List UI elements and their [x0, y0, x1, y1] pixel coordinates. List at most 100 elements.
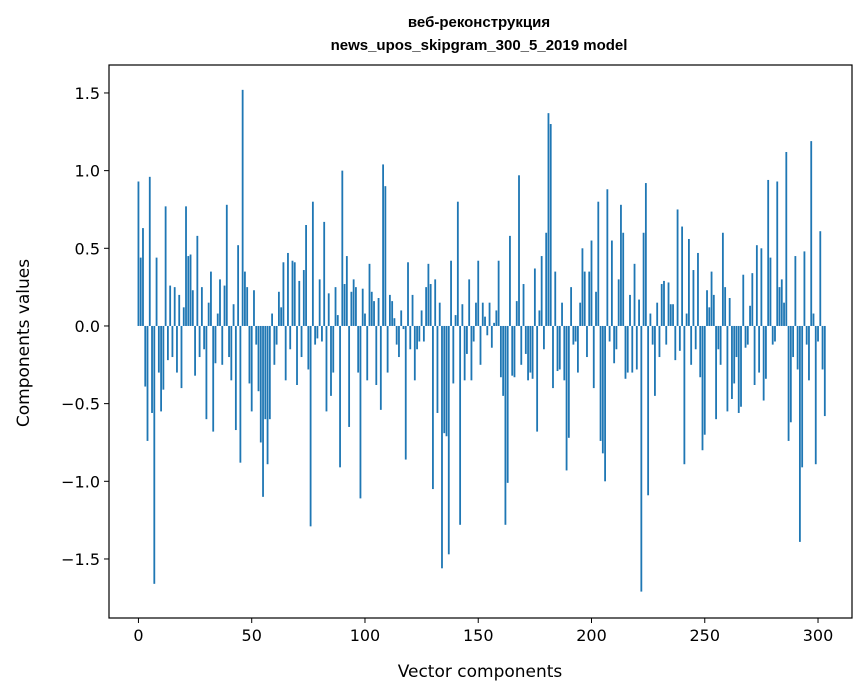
bar [280, 307, 283, 326]
bar [746, 325, 749, 345]
bar [307, 325, 310, 370]
bar [334, 287, 337, 326]
bar [676, 209, 679, 326]
bar [610, 240, 613, 326]
bar [701, 325, 704, 451]
bar [755, 245, 758, 326]
bar [780, 279, 783, 326]
bar [395, 325, 398, 345]
bar [214, 325, 217, 364]
bar [166, 325, 169, 361]
bar [599, 325, 602, 441]
bar [418, 325, 421, 342]
bar [232, 304, 235, 326]
bar [606, 189, 609, 326]
bar [565, 325, 568, 471]
bar [318, 279, 321, 326]
bar [706, 290, 708, 326]
bar [798, 325, 801, 542]
bar [456, 201, 459, 326]
bar [583, 271, 586, 326]
bar [803, 251, 806, 326]
bar [180, 325, 183, 389]
bar [205, 325, 208, 420]
bar [404, 325, 407, 460]
bar [339, 325, 341, 468]
bar [805, 325, 808, 345]
bar [545, 232, 548, 326]
bar [685, 313, 688, 326]
bar [142, 228, 144, 326]
bar [506, 325, 509, 483]
bar [644, 183, 647, 326]
bar [248, 325, 251, 384]
bar [185, 206, 187, 326]
bar [753, 325, 756, 385]
bar [309, 325, 312, 527]
bar [620, 204, 622, 326]
bar [586, 325, 588, 358]
bar [466, 325, 468, 354]
bar [710, 271, 713, 326]
bar [284, 325, 287, 381]
bar [345, 256, 348, 326]
bar [361, 288, 364, 326]
bar [250, 325, 253, 412]
bar [316, 325, 319, 339]
bar [298, 280, 301, 326]
bar [522, 284, 525, 326]
x-tick-label: 50 [242, 626, 262, 645]
bar [262, 325, 264, 497]
bar [499, 325, 502, 378]
bar [239, 325, 242, 463]
bar [452, 325, 455, 384]
bar [608, 325, 611, 342]
bar [518, 175, 520, 326]
bar [264, 325, 267, 420]
bar [139, 257, 142, 326]
bar [796, 325, 799, 370]
bar [332, 325, 335, 373]
bar [785, 151, 788, 326]
bar [626, 325, 629, 373]
bar [341, 170, 344, 326]
bar [182, 307, 185, 326]
bar [821, 325, 824, 370]
bar [443, 325, 446, 434]
y-axis: 1.5 1.0 0.5 0.0 −0.5 −1.0 −1.5 [61, 84, 109, 569]
bar [742, 274, 745, 326]
bar [570, 287, 573, 326]
bar [234, 325, 237, 431]
bar [479, 325, 482, 365]
bar [801, 325, 804, 468]
bar [486, 325, 489, 336]
bar [434, 279, 437, 326]
bar [481, 302, 484, 326]
bar [651, 325, 654, 345]
bar [515, 301, 518, 326]
bar [300, 325, 303, 358]
bar [178, 294, 181, 326]
bar [642, 232, 645, 326]
bar [230, 325, 233, 381]
bar [615, 325, 618, 350]
bar [216, 313, 219, 326]
bar [712, 294, 715, 326]
bar [543, 325, 545, 350]
bar [223, 285, 226, 326]
x-tick-label: 100 [350, 626, 381, 645]
bar [402, 325, 405, 330]
bar [289, 325, 292, 350]
bar [724, 287, 727, 326]
bar [549, 124, 552, 326]
bar [737, 325, 740, 413]
bar [343, 284, 346, 326]
bar [497, 260, 500, 326]
bar [364, 313, 366, 326]
bar [561, 302, 563, 326]
bar [527, 325, 529, 381]
bar [536, 325, 539, 432]
bar [688, 238, 690, 326]
bar [355, 287, 357, 326]
bar [699, 325, 702, 378]
